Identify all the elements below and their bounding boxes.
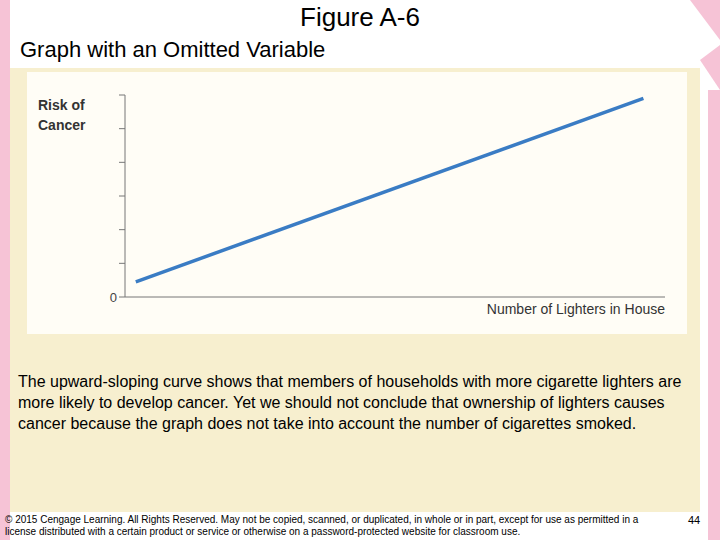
html-text:44: 44 <box>688 514 701 526</box>
html-text:The upward-sloping curve shows: The upward-sloping curve shows that memb… <box>18 373 682 432</box>
html-text:Number of Lighters in House: Number of Lighters in House <box>486 301 665 317</box>
html-text:Risk of Cancer: Risk of Cancer <box>38 97 86 133</box>
svg-text:0: 0 <box>110 290 117 305</box>
html-text:Graph with an Omitted Variable: Graph with an Omitted Variable <box>20 37 326 62</box>
html-text:© 2015 Cengage Learning. All R: © 2015 Cengage Learning. All Rights Rese… <box>5 514 639 537</box>
html-text:Figure A-6: Figure A-6 <box>300 2 420 32</box>
